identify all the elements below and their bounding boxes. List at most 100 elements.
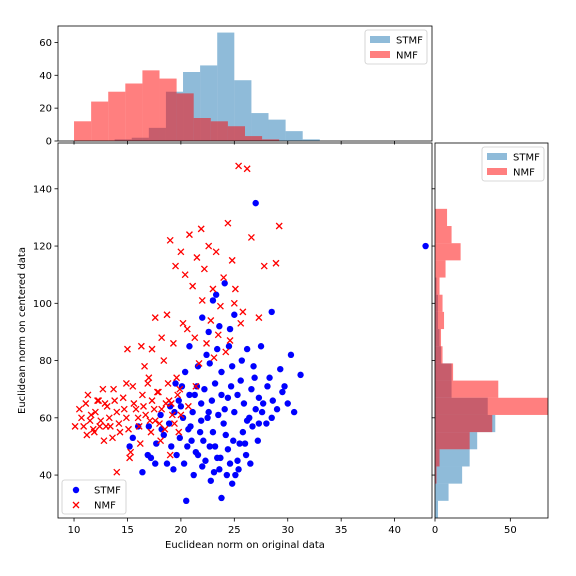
scatter-point-stmf — [269, 397, 276, 404]
scatter-point-stmf — [227, 383, 235, 390]
main-xtick-label: 15 — [121, 525, 134, 536]
scatter-point-nmf — [144, 379, 152, 387]
scatter-point-nmf — [230, 299, 238, 307]
right-hist-bar-stmf — [435, 500, 439, 518]
scatter-point-stmf — [228, 363, 236, 370]
scatter-point-nmf — [145, 374, 153, 382]
scatter-point-nmf — [148, 345, 156, 353]
scatter-point-nmf — [174, 391, 182, 399]
scatter-point-nmf — [116, 428, 124, 436]
scatter-point-stmf — [218, 368, 225, 376]
scatter-point-stmf — [170, 466, 177, 473]
scatter-point-stmf — [268, 414, 275, 422]
scatter-point-stmf — [279, 388, 286, 396]
scatter-point-nmf — [172, 262, 180, 270]
scatter-point-stmf — [234, 457, 241, 464]
scatter-point-stmf — [242, 451, 250, 459]
top-hist-bar-stmf — [268, 119, 286, 141]
right-hist-bar-stmf — [435, 466, 463, 484]
scatter-point-nmf — [122, 414, 130, 422]
scatter-point-stmf — [206, 443, 213, 450]
scatter-point-stmf — [235, 466, 242, 473]
scatter-point-stmf — [277, 365, 284, 373]
scatter-point-nmf — [136, 440, 144, 448]
scatter-point-stmf — [197, 417, 205, 424]
main-ytick-label: 40 — [39, 471, 52, 482]
scatter-point-stmf — [134, 423, 142, 430]
main-legend: STMF NMF — [61, 479, 127, 515]
scatter-point-stmf — [226, 325, 234, 333]
scatter-point-nmf — [94, 397, 101, 405]
scatter-point-nmf — [156, 420, 163, 427]
scatter-point-stmf — [240, 400, 248, 407]
scatter-point-nmf — [105, 414, 113, 422]
scatter-point-nmf — [141, 362, 149, 370]
scatter-point-stmf — [225, 343, 233, 350]
scatter-point-nmf — [113, 468, 121, 476]
scatter-point-nmf — [71, 422, 79, 430]
scatter-point-nmf — [146, 417, 154, 425]
scatter-point-stmf — [217, 454, 224, 462]
right-hist-xtick-label: 0 — [432, 525, 438, 536]
top-hist-legend-swatch-nmf — [370, 51, 390, 58]
scatter-point-nmf — [91, 408, 99, 416]
top-hist-legend-swatch-stmf — [370, 36, 390, 43]
right-hist-bar-stmf — [435, 449, 470, 467]
scatter-point-nmf — [210, 354, 218, 362]
scatter-point-nmf — [97, 417, 105, 425]
scatter-point-nmf — [138, 391, 146, 399]
scatter-point-nmf — [212, 248, 220, 256]
top-hist-bar-nmf — [108, 91, 126, 141]
top-hist-bar-nmf — [193, 118, 211, 141]
scatter-point-nmf — [189, 282, 197, 290]
scatter-point-nmf — [130, 400, 138, 407]
scatter-point-stmf — [250, 363, 257, 370]
scatter-point-nmf — [161, 425, 169, 433]
scatter-point-stmf — [204, 414, 211, 422]
scatter-point-nmf — [120, 405, 128, 413]
top-hist-bar-stmf — [285, 131, 303, 141]
scatter-point-nmf — [231, 285, 239, 293]
scatter-point-nmf — [153, 388, 161, 396]
scatter-point-nmf — [147, 428, 155, 436]
scatter-point-nmf — [192, 382, 200, 390]
right-hist-bar-nmf — [435, 311, 445, 330]
scatter-point-stmf — [266, 374, 273, 381]
scatter-point-nmf — [158, 334, 166, 342]
scatter-point-stmf — [208, 397, 216, 404]
main-legend-marker-stmf — [72, 486, 80, 494]
scatter-point-nmf — [237, 319, 245, 327]
scatter-point-stmf — [241, 440, 249, 447]
scatter-point-stmf — [249, 423, 256, 430]
scatter-point-stmf — [139, 468, 146, 476]
right-hist-xtick-label: 50 — [504, 525, 517, 536]
scatter-point-nmf — [191, 334, 199, 342]
top-hist-bar-nmf — [227, 126, 245, 141]
scatter-point-nmf — [101, 400, 109, 407]
scatter-point-nmf — [185, 231, 193, 239]
y-axis-label: Euclidean norm on centered data — [17, 247, 28, 414]
scatter-point-stmf — [200, 437, 207, 444]
right-hist-bar-nmf — [435, 260, 446, 278]
scatter-point-stmf — [216, 323, 223, 330]
scatter-point-stmf — [268, 308, 275, 316]
main-frame — [57, 142, 433, 519]
scatter-point-stmf — [173, 451, 180, 459]
scatter-point-nmf — [111, 397, 119, 405]
scatter-point-stmf — [284, 400, 291, 407]
scatter-point-stmf — [157, 411, 164, 419]
scatter-point-nmf — [171, 420, 178, 427]
scatter-point-stmf — [193, 383, 201, 390]
scatter-point-nmf — [126, 454, 134, 462]
top-hist-bar-nmf — [125, 83, 143, 141]
scatter-point-nmf — [113, 408, 121, 416]
right-hist-bar-nmf — [435, 449, 440, 467]
scatter-point-stmf — [212, 291, 220, 298]
scatter-point-stmf — [257, 343, 265, 350]
scatter-point-stmf — [168, 443, 175, 450]
scatter-point-stmf — [210, 468, 218, 476]
main-xtick-label: 40 — [388, 525, 401, 536]
right-hist-bar-nmf — [435, 432, 470, 450]
scatter-point-nmf — [177, 411, 185, 419]
scatter-point-nmf — [86, 417, 94, 425]
